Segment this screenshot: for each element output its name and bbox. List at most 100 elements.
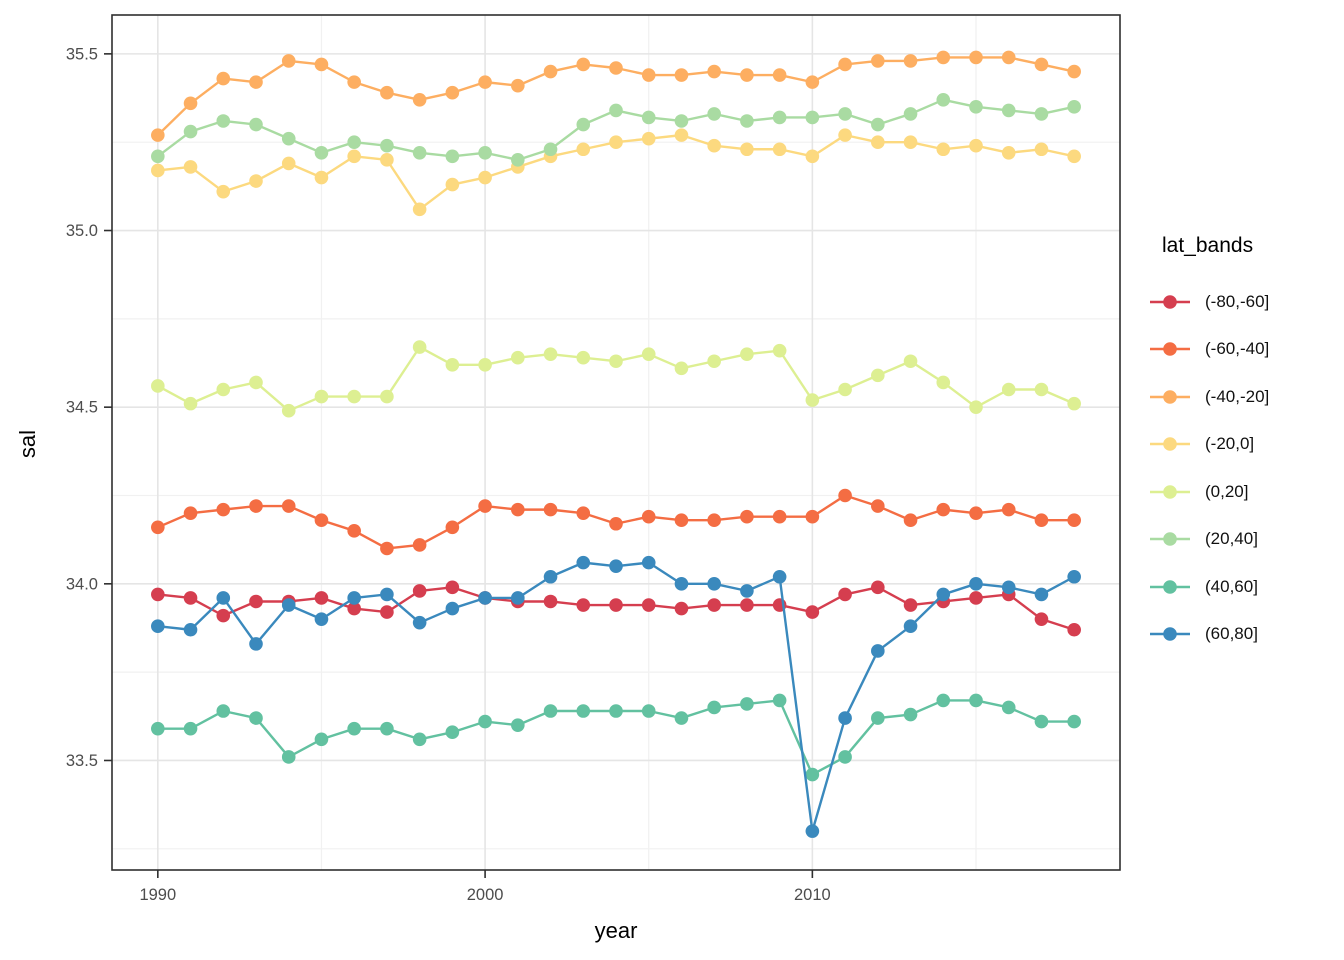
legend-item-5: (20,40]: [1148, 516, 1344, 564]
data-point: [183, 396, 198, 411]
data-point: [576, 142, 591, 157]
y-tick-label: 33.5: [66, 752, 98, 770]
data-point: [1001, 700, 1016, 715]
data-point: [838, 488, 852, 503]
legend-key-icon: [1150, 484, 1190, 499]
data-point: [609, 559, 623, 573]
data-point: [478, 357, 492, 372]
legend: lat_bands (-80,-60] (-60,-40] (-40,-20] (-2…: [1148, 234, 1344, 658]
data-point: [903, 619, 918, 634]
data-point: [151, 379, 165, 393]
data-point: [740, 598, 754, 612]
data-point: [674, 601, 689, 616]
data-point: [674, 513, 689, 528]
legend-item-label: (-20,0]: [1205, 434, 1255, 454]
data-point: [707, 354, 721, 369]
data-point: [609, 135, 623, 149]
data-point: [740, 509, 754, 524]
data-point: [805, 509, 820, 524]
data-point: [1034, 714, 1049, 729]
legend-item-7: (60,80]: [1148, 611, 1344, 659]
legend-item-label: (20,40]: [1205, 529, 1258, 549]
data-point: [216, 382, 231, 397]
data-point: [183, 124, 198, 139]
data-point: [740, 584, 754, 598]
data-point: [936, 50, 951, 65]
data-point: [641, 555, 656, 570]
data-point: [543, 704, 558, 718]
data-point: [380, 153, 394, 167]
legend-key-icon: [1150, 627, 1190, 642]
data-point: [1067, 100, 1081, 114]
data-point: [641, 509, 656, 524]
data-point: [772, 142, 787, 157]
data-point: [903, 54, 918, 68]
data-point: [347, 389, 361, 404]
legend-item-label: (0,20]: [1205, 481, 1249, 501]
data-point: [511, 591, 525, 605]
data-point: [1067, 64, 1081, 79]
data-point: [412, 584, 427, 598]
data-point: [314, 57, 329, 72]
data-point: [903, 354, 918, 369]
data-point: [151, 520, 165, 535]
data-point: [347, 135, 361, 149]
data-point: [216, 591, 231, 605]
data-point: [445, 520, 460, 535]
data-point: [151, 619, 165, 634]
data-point: [412, 145, 427, 160]
data-point: [936, 375, 951, 390]
data-point: [903, 598, 918, 612]
data-point: [281, 156, 296, 171]
data-point: [772, 569, 787, 584]
data-point: [249, 637, 263, 651]
data-point: [969, 577, 983, 591]
data-point: [871, 368, 885, 383]
data-point: [707, 598, 721, 612]
data-point: [838, 711, 852, 725]
legend-item-6: (40,60]: [1148, 563, 1344, 611]
data-point: [1034, 57, 1049, 72]
data-point: [609, 61, 623, 75]
data-point: [249, 594, 263, 609]
data-point: [1034, 513, 1049, 528]
data-point: [674, 68, 689, 82]
y-tick-label: 35.5: [66, 45, 98, 63]
data-point: [1034, 612, 1049, 626]
data-point: [511, 153, 525, 167]
data-point: [249, 499, 263, 513]
data-point: [1067, 569, 1081, 584]
data-point: [576, 555, 591, 570]
data-point: [969, 138, 983, 153]
data-point: [772, 509, 787, 524]
data-point: [1067, 149, 1081, 164]
legend-item-label: (60,80]: [1205, 624, 1258, 644]
legend-key-icon: [1150, 579, 1190, 594]
data-point: [412, 615, 427, 630]
data-point: [871, 54, 885, 68]
data-point: [707, 64, 721, 79]
data-point: [936, 92, 951, 107]
data-point: [314, 591, 329, 605]
legend-item-label: (40,60]: [1205, 576, 1258, 596]
data-point: [838, 128, 852, 142]
data-point: [314, 513, 329, 528]
data-point: [805, 75, 820, 89]
panel-background: [112, 15, 1120, 870]
data-point: [871, 499, 885, 513]
data-point: [903, 135, 918, 149]
data-point: [871, 711, 885, 725]
legend-title: lat_bands: [1162, 234, 1254, 257]
legend-key-icon: [1150, 389, 1190, 404]
x-axis-title: year: [594, 918, 638, 943]
data-point: [740, 697, 754, 711]
data-point: [576, 704, 591, 718]
data-point: [445, 580, 460, 595]
legend-key-dot: [1163, 389, 1177, 404]
data-point: [1034, 382, 1049, 397]
data-point: [347, 591, 361, 605]
data-point: [543, 502, 558, 517]
data-point: [969, 100, 983, 114]
data-point: [216, 608, 231, 623]
data-point: [772, 68, 787, 82]
